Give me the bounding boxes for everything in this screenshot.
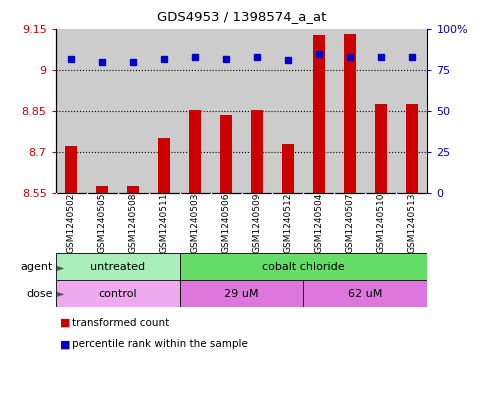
Bar — [251, 110, 263, 193]
Bar — [56, 253, 180, 280]
Bar — [211, 29, 242, 193]
Bar — [180, 280, 303, 307]
Text: agent: agent — [21, 262, 53, 272]
Bar — [149, 29, 180, 193]
Text: ►: ► — [57, 262, 64, 272]
Bar — [344, 33, 356, 193]
Bar — [96, 186, 108, 193]
Text: GSM1240507: GSM1240507 — [345, 193, 355, 253]
Text: GSM1240508: GSM1240508 — [128, 193, 138, 253]
Bar — [56, 280, 180, 307]
Text: GSM1240510: GSM1240510 — [376, 193, 385, 253]
Bar — [406, 104, 418, 193]
Bar — [158, 138, 170, 193]
Text: GSM1240506: GSM1240506 — [222, 193, 230, 253]
Bar — [272, 29, 303, 193]
Text: transformed count: transformed count — [72, 318, 170, 328]
Text: GDS4953 / 1398574_a_at: GDS4953 / 1398574_a_at — [157, 10, 326, 23]
Bar — [242, 29, 272, 193]
Text: GSM1240502: GSM1240502 — [67, 193, 75, 253]
Bar — [303, 280, 427, 307]
Bar — [65, 146, 77, 193]
Text: GSM1240505: GSM1240505 — [98, 193, 107, 253]
Bar — [220, 115, 232, 193]
Text: 62 uM: 62 uM — [348, 288, 383, 299]
Bar — [127, 186, 139, 193]
Bar — [366, 29, 397, 193]
Text: 29 uM: 29 uM — [224, 288, 259, 299]
Text: control: control — [98, 288, 137, 299]
Bar — [334, 29, 366, 193]
Bar — [86, 29, 117, 193]
Bar — [180, 253, 427, 280]
Text: cobalt chloride: cobalt chloride — [262, 262, 345, 272]
Text: GSM1240512: GSM1240512 — [284, 193, 293, 253]
Text: GSM1240503: GSM1240503 — [190, 193, 199, 253]
Text: GSM1240513: GSM1240513 — [408, 193, 416, 253]
Bar — [189, 110, 201, 193]
Text: GSM1240504: GSM1240504 — [314, 193, 324, 253]
Bar — [180, 29, 211, 193]
Bar — [397, 29, 427, 193]
Bar — [303, 29, 334, 193]
Text: GSM1240509: GSM1240509 — [253, 193, 261, 253]
Text: percentile rank within the sample: percentile rank within the sample — [72, 339, 248, 349]
Bar — [117, 29, 149, 193]
Bar — [375, 104, 387, 193]
Text: untreated: untreated — [90, 262, 145, 272]
Text: ■: ■ — [60, 339, 71, 349]
Text: dose: dose — [27, 288, 53, 299]
Text: ■: ■ — [60, 318, 71, 328]
Bar — [313, 35, 325, 193]
Text: GSM1240511: GSM1240511 — [159, 193, 169, 253]
Text: ►: ► — [57, 288, 64, 299]
Bar — [282, 144, 294, 193]
Bar — [56, 29, 86, 193]
